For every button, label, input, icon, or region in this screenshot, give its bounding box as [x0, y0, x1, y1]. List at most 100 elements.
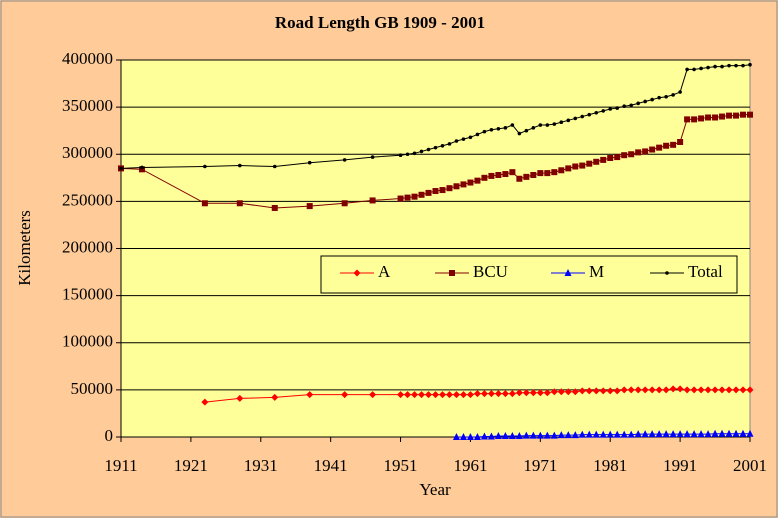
x-tick-label: 1971: [523, 456, 557, 475]
marker: [684, 116, 691, 123]
marker: [501, 432, 509, 440]
marker: [620, 430, 628, 438]
marker: [418, 391, 426, 399]
marker: [718, 429, 726, 437]
marker: [669, 430, 677, 438]
marker: [606, 430, 614, 438]
marker: [454, 139, 459, 143]
marker: [705, 114, 712, 121]
marker: [655, 430, 663, 438]
x-tick-label: 1961: [453, 456, 487, 475]
marker: [236, 200, 243, 207]
marker: [438, 391, 446, 399]
marker: [692, 67, 696, 72]
marker: [613, 387, 621, 395]
marker: [622, 104, 626, 108]
marker: [571, 431, 579, 439]
marker: [453, 183, 460, 190]
legend-label: M: [589, 262, 604, 281]
marker: [552, 122, 557, 126]
marker: [531, 126, 536, 130]
marker: [426, 147, 431, 152]
marker: [691, 116, 698, 123]
marker: [473, 433, 481, 440]
marker: [734, 63, 738, 68]
marker: [665, 271, 669, 275]
marker: [404, 194, 411, 201]
marker: [238, 163, 242, 168]
marker: [487, 390, 495, 398]
marker: [585, 430, 593, 438]
marker: [627, 430, 635, 438]
marker: [676, 385, 684, 393]
marker: [449, 270, 455, 276]
marker: [669, 385, 677, 393]
marker: [439, 187, 446, 194]
marker: [480, 390, 488, 398]
marker: [711, 386, 719, 394]
marker: [732, 429, 740, 437]
marker: [726, 112, 733, 119]
marker: [727, 63, 731, 68]
marker: [746, 429, 754, 437]
marker: [459, 391, 467, 399]
marker: [720, 64, 724, 69]
marker: [404, 391, 412, 399]
marker: [119, 166, 123, 171]
marker: [712, 114, 719, 121]
marker: [564, 269, 572, 276]
marker: [369, 197, 376, 204]
marker: [739, 429, 747, 437]
marker: [592, 430, 600, 438]
marker: [432, 188, 439, 195]
marker: [412, 151, 417, 156]
marker: [559, 120, 564, 125]
marker: [648, 430, 656, 438]
marker: [369, 391, 377, 399]
marker: [306, 391, 314, 399]
marker: [648, 386, 656, 394]
marker: [698, 115, 705, 122]
marker: [529, 431, 537, 439]
marker: [690, 386, 698, 394]
marker: [657, 95, 661, 100]
marker: [662, 430, 670, 438]
marker: [551, 169, 558, 176]
marker: [704, 430, 712, 438]
marker: [578, 430, 586, 438]
marker: [543, 389, 551, 397]
marker: [489, 127, 494, 132]
marker: [516, 175, 523, 182]
marker: [460, 181, 467, 188]
marker: [663, 142, 670, 149]
marker: [496, 127, 501, 131]
marker: [508, 432, 516, 440]
marker: [613, 430, 621, 438]
marker: [342, 158, 347, 162]
marker: [488, 172, 495, 179]
y-tick-label: 300000: [62, 143, 113, 162]
marker: [466, 433, 474, 440]
marker: [517, 131, 522, 136]
x-axis-label: Year: [419, 480, 451, 499]
marker: [643, 99, 647, 104]
y-tick-label: 400000: [62, 49, 113, 68]
marker: [564, 431, 572, 439]
marker: [411, 391, 419, 399]
marker: [573, 116, 578, 121]
marker: [370, 155, 375, 159]
marker: [718, 386, 726, 394]
marker: [725, 386, 733, 394]
marker: [397, 391, 405, 399]
marker: [432, 391, 439, 399]
marker: [433, 145, 438, 150]
marker: [138, 166, 145, 173]
marker: [452, 433, 460, 440]
marker: [615, 106, 620, 110]
legend-label: A: [378, 262, 391, 281]
marker: [508, 390, 516, 398]
marker: [487, 432, 495, 440]
marker: [671, 93, 675, 97]
marker: [495, 171, 502, 178]
marker: [677, 138, 684, 145]
